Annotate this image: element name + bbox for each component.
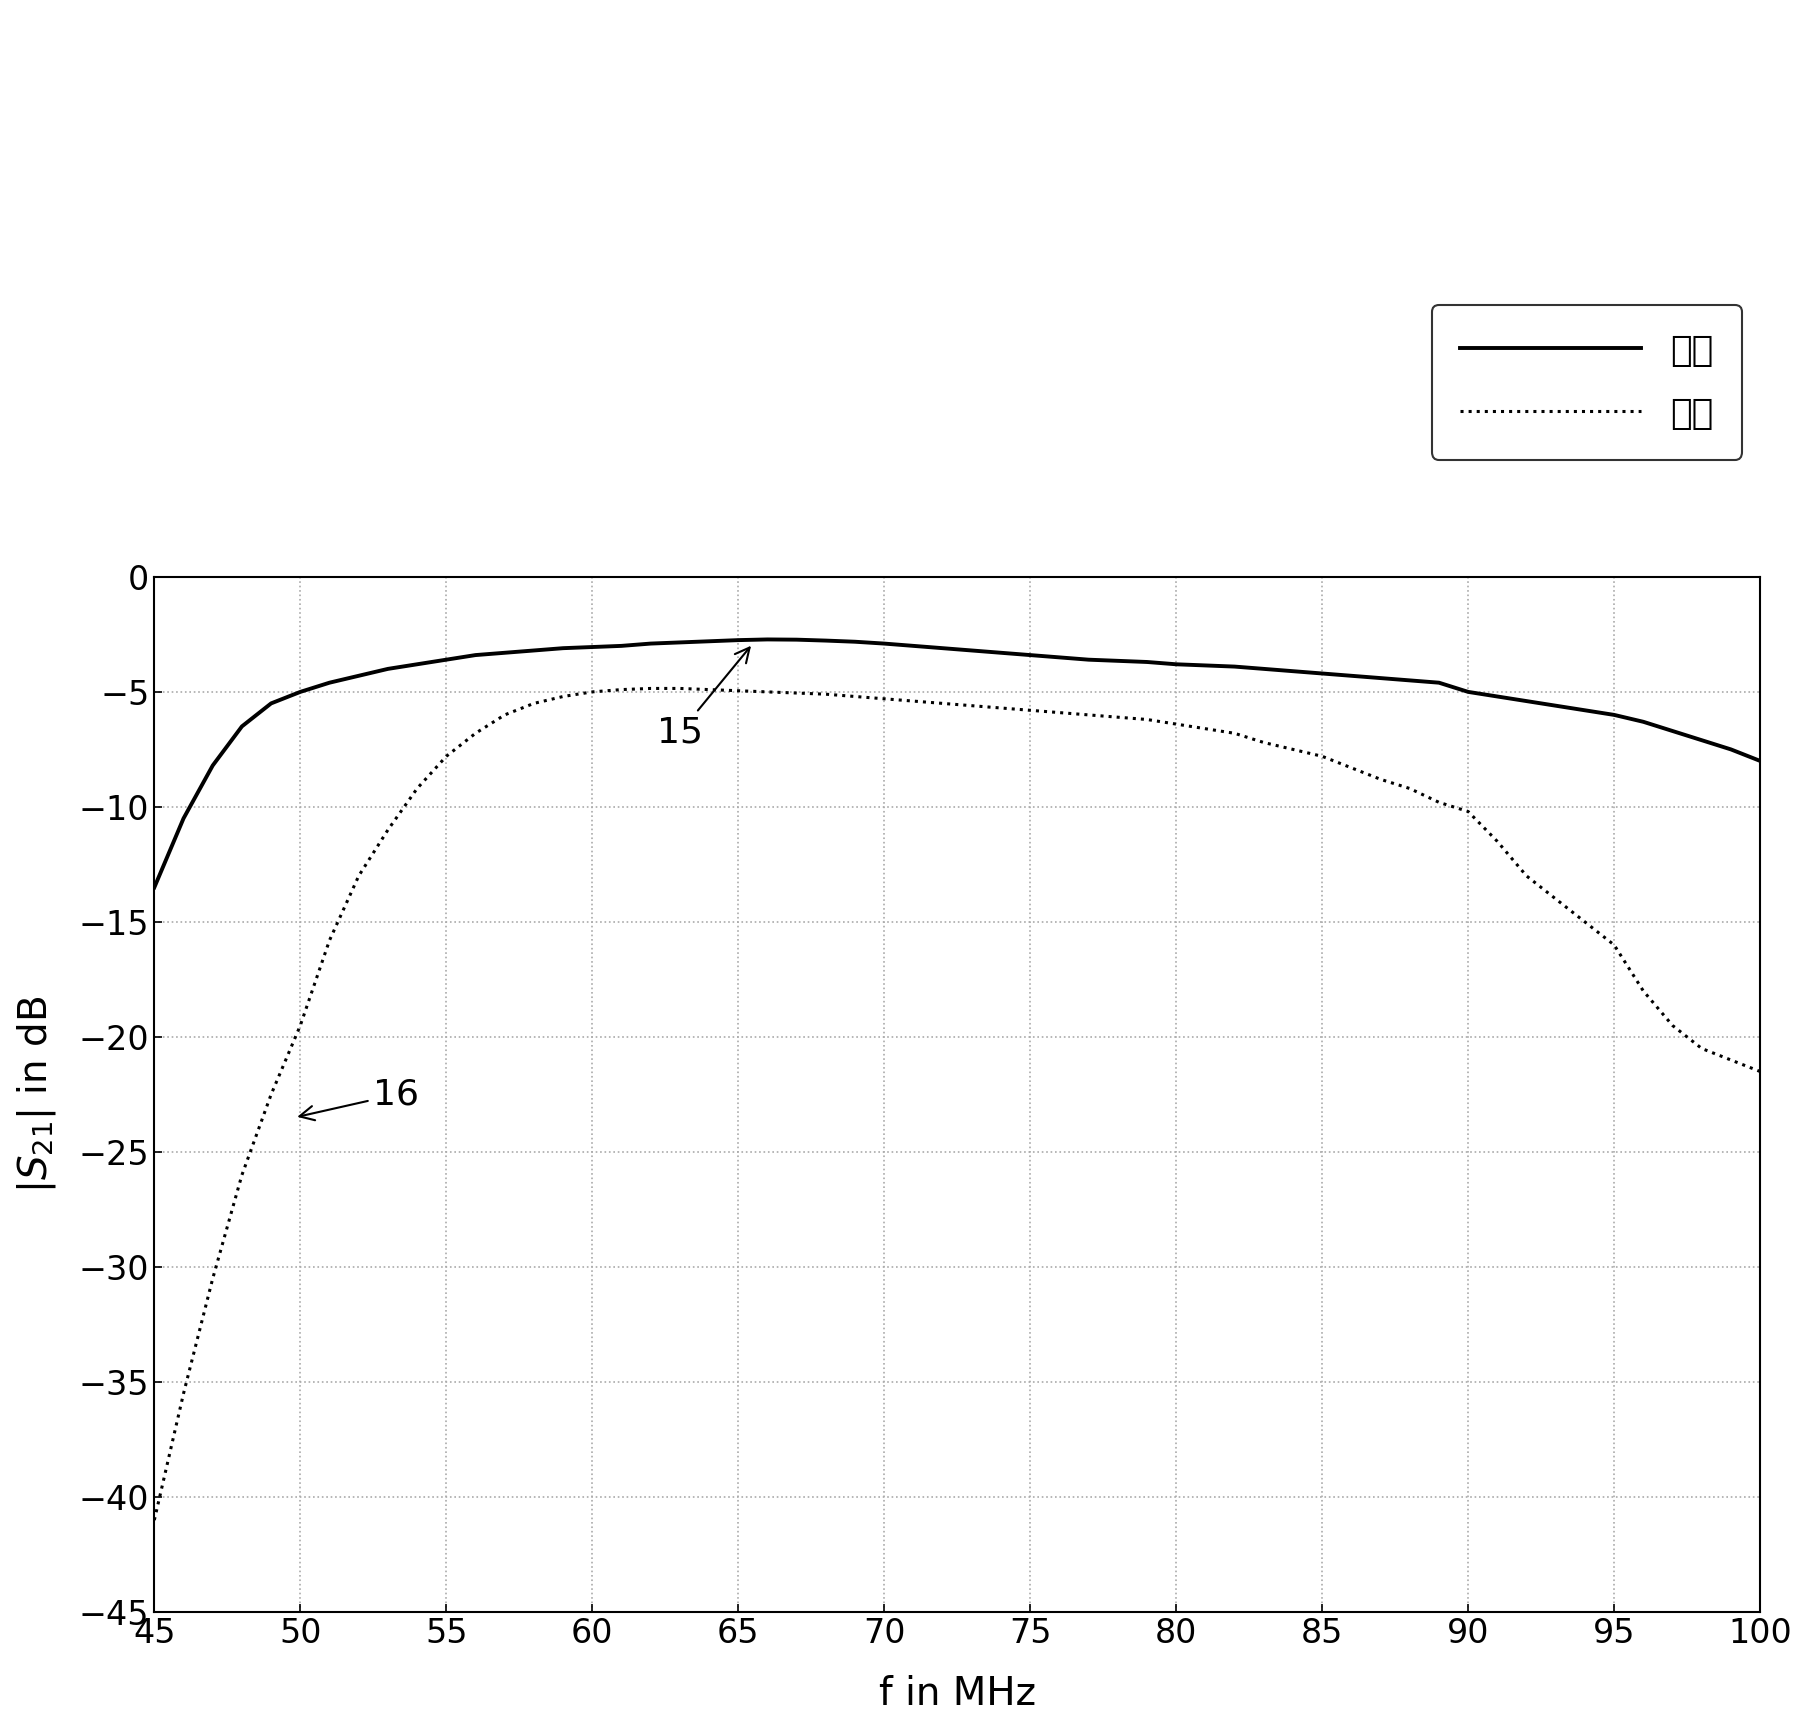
Text: 15: 15 xyxy=(658,648,750,750)
Y-axis label: $|S_{21}|$ in dB: $|S_{21}|$ in dB xyxy=(14,995,58,1194)
Text: 16: 16 xyxy=(300,1078,419,1120)
X-axis label: f in MHz: f in MHz xyxy=(878,1674,1035,1712)
Legend: 模拟, 测量: 模拟, 测量 xyxy=(1431,306,1742,460)
